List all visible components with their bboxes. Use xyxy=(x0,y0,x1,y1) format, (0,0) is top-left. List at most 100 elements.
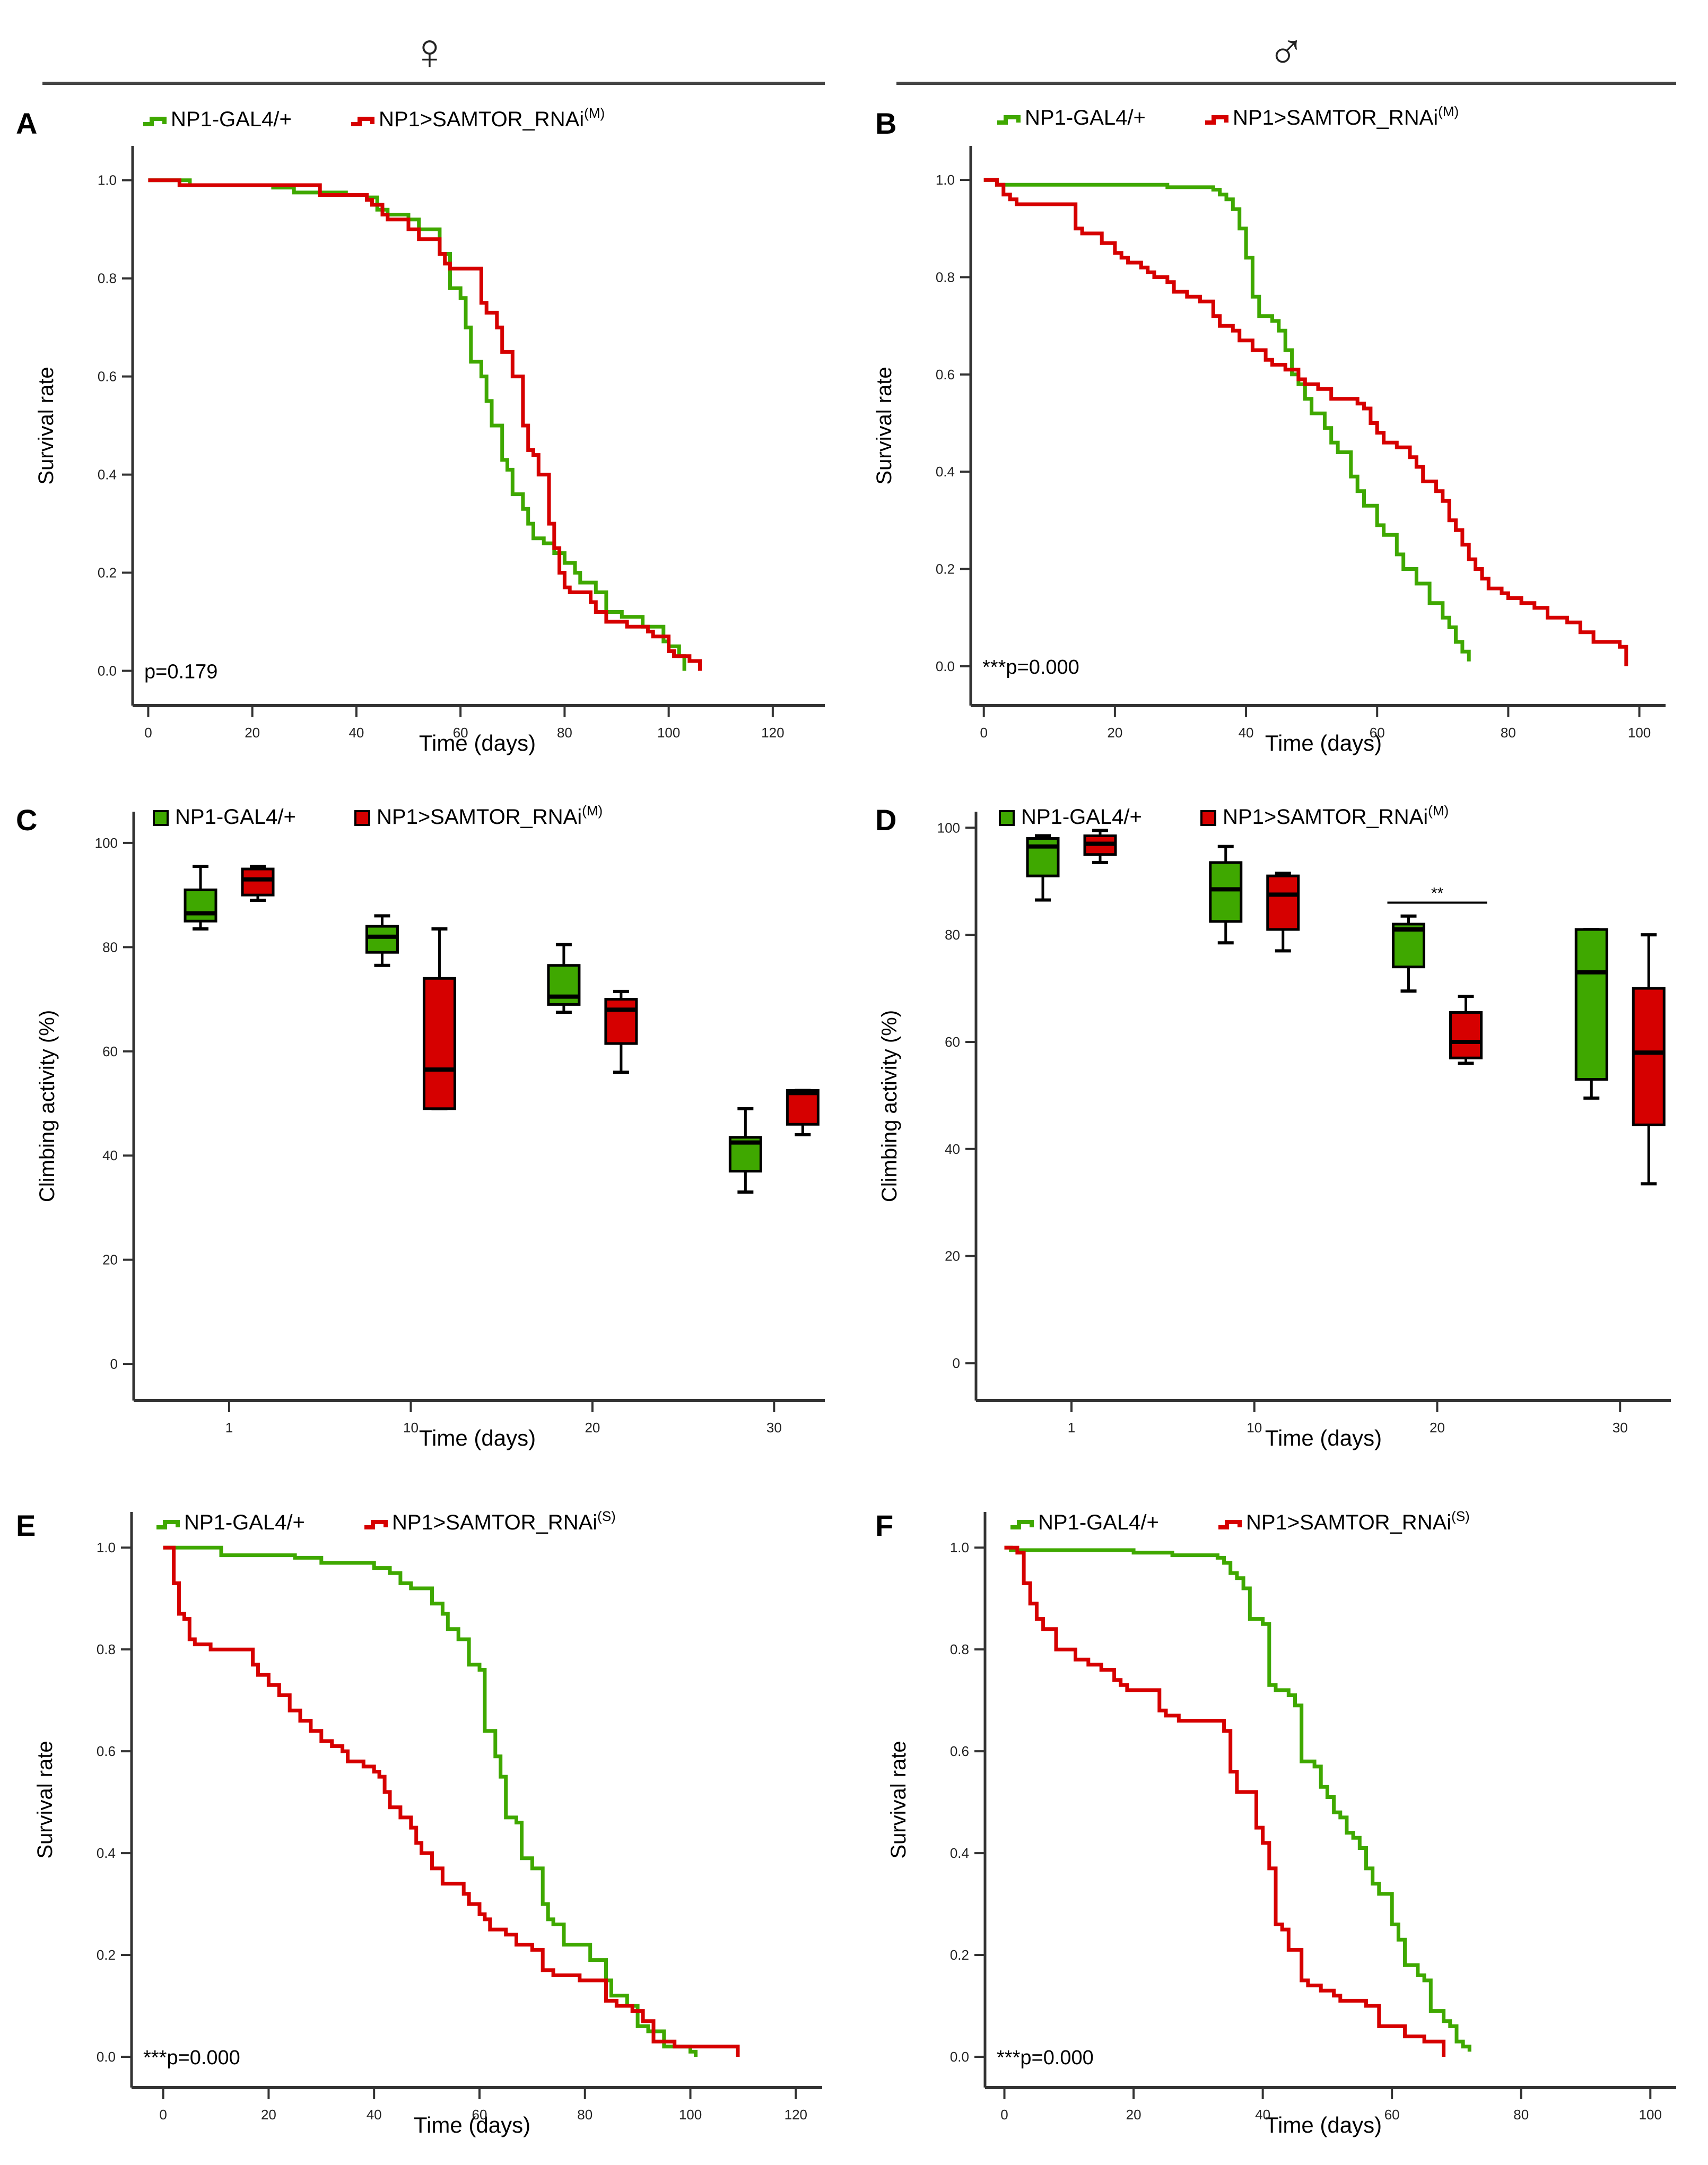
legend-swatch-control xyxy=(999,810,1015,826)
box-iqr xyxy=(241,867,275,897)
x-tick-label: 20 xyxy=(245,725,260,741)
box-control-day-1 xyxy=(184,865,217,931)
legend-label-main: NP1>SAMTOR_RNAi xyxy=(1223,805,1428,829)
legend-line-rnai xyxy=(1205,115,1228,125)
x-tick-label: 0 xyxy=(159,2107,167,2123)
legend-label-superscript: (M) xyxy=(1428,803,1449,819)
legend-swatch-rnai xyxy=(1200,810,1216,826)
y-tick-label: 20 xyxy=(945,1248,960,1264)
x-tick-label: 100 xyxy=(657,725,680,741)
y-tick-label: 0.0 xyxy=(98,663,117,679)
x-tick-label: 20 xyxy=(1107,725,1122,741)
y-tick-label: 100 xyxy=(937,820,960,836)
x-tick-label: 0 xyxy=(1000,2107,1008,2123)
y-tick-label: 0.2 xyxy=(950,1947,969,1963)
box-control-day-1 xyxy=(1026,834,1060,902)
female-symbol: ♀ xyxy=(411,23,449,80)
legend-line-control xyxy=(143,117,167,126)
survival-curve-rnai xyxy=(1004,1545,1446,2057)
box-iqr xyxy=(1449,1011,1483,1059)
box-iqr xyxy=(422,977,456,1110)
panel-label: C xyxy=(16,803,37,837)
panel-label: B xyxy=(875,107,896,140)
x-tick-label: 80 xyxy=(557,725,572,741)
box-rnai-day-30 xyxy=(1632,933,1666,1186)
y-tick-label: 0.2 xyxy=(98,565,117,581)
x-tick-label: 0 xyxy=(980,725,987,741)
legend-label-main: NP1>SAMTOR_RNAi xyxy=(379,108,584,131)
legend-swatch-rnai xyxy=(354,810,370,826)
x-tick-label: 10 xyxy=(403,1420,419,1436)
y-tick-label: 0.4 xyxy=(97,1845,116,1861)
legend-label-superscript: (S) xyxy=(597,1508,616,1524)
x-tick-label: 60 xyxy=(1370,725,1385,741)
legend-label-superscript: (S) xyxy=(1451,1508,1470,1524)
legend-label-rnai: NP1>SAMTOR_RNAi(M) xyxy=(379,105,605,131)
y-tick-label: 0.6 xyxy=(950,1743,969,1759)
legend-label-rnai: NP1>SAMTOR_RNAi(S) xyxy=(1246,1508,1470,1534)
x-tick-label: 80 xyxy=(577,2107,592,2123)
x-axis-label: Time (days) xyxy=(419,1425,536,1450)
legend-label-control: NP1-GAL4/+ xyxy=(175,805,296,829)
y-axis-label: Climbing activity (%) xyxy=(878,1010,901,1202)
y-tick-label: 100 xyxy=(95,835,118,851)
legend-line-rnai xyxy=(1218,1520,1242,1529)
box-iqr xyxy=(786,1089,820,1126)
box-iqr xyxy=(1209,861,1243,923)
box-rnai-day-1 xyxy=(241,865,275,902)
x-tick-label: 40 xyxy=(1255,2107,1270,2123)
y-tick-label: 1.0 xyxy=(950,1540,969,1555)
box-iqr xyxy=(1266,874,1300,931)
y-axis-label: Survival rate xyxy=(34,367,58,484)
box-control-day-10 xyxy=(1209,845,1243,945)
x-tick-label: 60 xyxy=(453,725,468,741)
x-axis-label: Time (days) xyxy=(419,731,536,755)
y-tick-label: 20 xyxy=(102,1252,118,1268)
panel-D: D NP1-GAL4/+ NP1>SAMTOR_RNAi(M) 0 20 40 60 80 10… xyxy=(875,803,1671,1450)
y-tick-label: 1.0 xyxy=(936,172,955,188)
y-axis-label: Survival rate xyxy=(873,367,896,484)
y-tick-label: 0.4 xyxy=(98,467,117,483)
y-axis-label: Survival rate xyxy=(33,1741,57,1858)
x-axis-label: Time (days) xyxy=(1265,2112,1382,2137)
legend-swatch-control xyxy=(153,810,169,826)
x-tick-label: 1 xyxy=(225,1420,233,1436)
x-tick-label: 1 xyxy=(1068,1420,1075,1436)
legend-line-rnai xyxy=(364,1520,388,1529)
y-axis-label: Climbing activity (%) xyxy=(36,1010,59,1202)
y-tick-label: 0.0 xyxy=(950,2049,969,2065)
legend-label-superscript: (M) xyxy=(1438,103,1459,119)
panel-A: A NP1-GAL4/+ NP1>SAMTOR_RNAi(M) 0.0 0.2 0.4 0.… xyxy=(16,105,825,755)
x-tick-label: 80 xyxy=(1513,2107,1529,2123)
box-rnai-day-10 xyxy=(422,927,456,1110)
legend-label-main: NP1>SAMTOR_RNAi xyxy=(392,1511,597,1534)
survival-curve-control xyxy=(148,178,686,671)
header-female: ♀ xyxy=(42,23,825,85)
x-tick-label: 30 xyxy=(1613,1420,1628,1436)
y-tick-label: 0.6 xyxy=(97,1743,116,1759)
panel-C: C NP1-GAL4/+ NP1>SAMTOR_RNAi(M) 0 20 40 60 80 10… xyxy=(16,803,825,1450)
y-tick-label: 0.8 xyxy=(936,269,955,285)
legend-label-rnai: NP1>SAMTOR_RNAi(M) xyxy=(1223,803,1449,829)
box-iqr xyxy=(1026,837,1060,877)
legend-label-control: NP1-GAL4/+ xyxy=(1038,1511,1159,1534)
legend-label-rnai: NP1>SAMTOR_RNAi(M) xyxy=(1233,103,1459,129)
y-tick-label: 0.0 xyxy=(97,2049,116,2065)
legend-label-rnai: NP1>SAMTOR_RNAi(M) xyxy=(377,803,603,829)
legend-line-control xyxy=(1010,1520,1034,1529)
y-tick-label: 40 xyxy=(945,1141,960,1157)
y-tick-label: 0.0 xyxy=(936,658,955,674)
y-tick-label: 0.8 xyxy=(98,271,117,286)
box-control-day-20 xyxy=(547,943,581,1014)
p-value-annotation: ***p=0.000 xyxy=(982,656,1079,679)
panel-B: B NP1-GAL4/+ NP1>SAMTOR_RNAi(M) 0.0 0.2 0.4 0.… xyxy=(873,103,1666,755)
y-tick-label: 80 xyxy=(945,927,960,943)
x-axis-label: Time (days) xyxy=(1265,1425,1382,1450)
x-tick-label: 100 xyxy=(1628,725,1651,741)
survival-curve-control xyxy=(983,178,1471,662)
y-tick-label: 1.0 xyxy=(98,172,117,188)
x-tick-label: 40 xyxy=(1239,725,1254,741)
x-axis-label: Time (days) xyxy=(1265,731,1382,755)
panel-label: A xyxy=(16,107,37,140)
box-rnai-day-1 xyxy=(1083,829,1117,864)
